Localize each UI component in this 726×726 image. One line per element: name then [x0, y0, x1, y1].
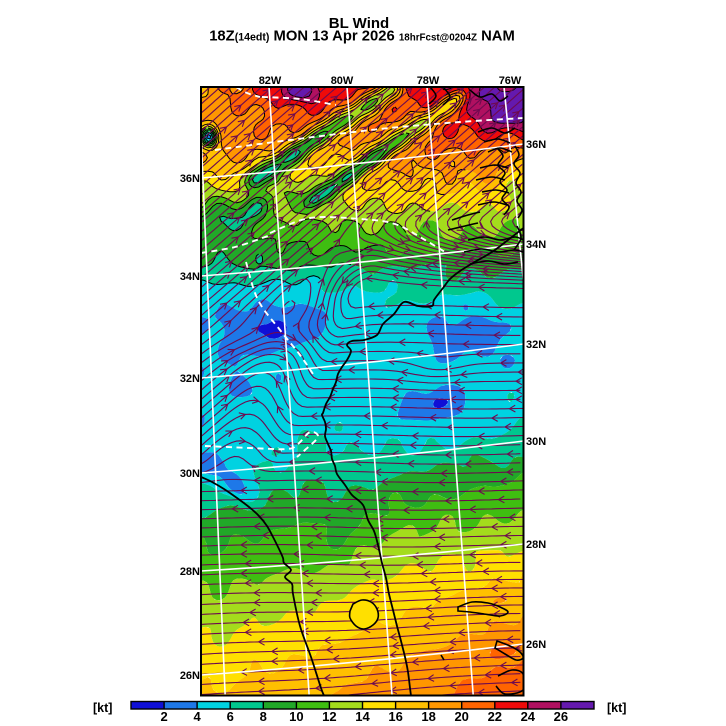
- svg-text:32N: 32N: [180, 373, 200, 385]
- svg-text:28N: 28N: [526, 539, 546, 551]
- svg-text:32N: 32N: [526, 339, 546, 351]
- svg-text:4: 4: [193, 709, 201, 724]
- svg-text:6: 6: [227, 709, 234, 724]
- svg-text:36N: 36N: [180, 173, 200, 185]
- svg-text:2: 2: [160, 709, 167, 724]
- svg-text:20: 20: [454, 709, 468, 724]
- svg-text:26: 26: [554, 709, 568, 724]
- svg-text:14: 14: [355, 709, 370, 724]
- svg-text:BL Wind: BL Wind: [329, 15, 389, 32]
- svg-text:26N: 26N: [526, 639, 546, 651]
- svg-text:16: 16: [388, 709, 402, 724]
- svg-text:82W: 82W: [259, 75, 282, 87]
- svg-text:30N: 30N: [526, 436, 546, 448]
- svg-text:18Z(14edt) MON 13 Apr 2026 18h: 18Z(14edt) MON 13 Apr 2026 18hrFcst@0204…: [209, 29, 515, 45]
- svg-text:36N: 36N: [526, 139, 546, 151]
- svg-text:78W: 78W: [417, 75, 440, 87]
- svg-text:8: 8: [260, 709, 267, 724]
- svg-text:12: 12: [322, 709, 336, 724]
- svg-text:34N: 34N: [526, 239, 546, 251]
- svg-text:80W: 80W: [331, 75, 354, 87]
- svg-text:22: 22: [488, 709, 502, 724]
- svg-text:10: 10: [289, 709, 303, 724]
- svg-text:[kt]: [kt]: [93, 701, 112, 715]
- svg-text:30N: 30N: [180, 468, 200, 480]
- svg-text:[kt]: [kt]: [607, 701, 626, 715]
- svg-text:26N: 26N: [180, 670, 200, 682]
- svg-text:34N: 34N: [180, 271, 200, 283]
- svg-text:28N: 28N: [180, 566, 200, 578]
- svg-text:24: 24: [521, 709, 536, 724]
- svg-text:76W: 76W: [499, 75, 522, 87]
- svg-text:18: 18: [421, 709, 435, 724]
